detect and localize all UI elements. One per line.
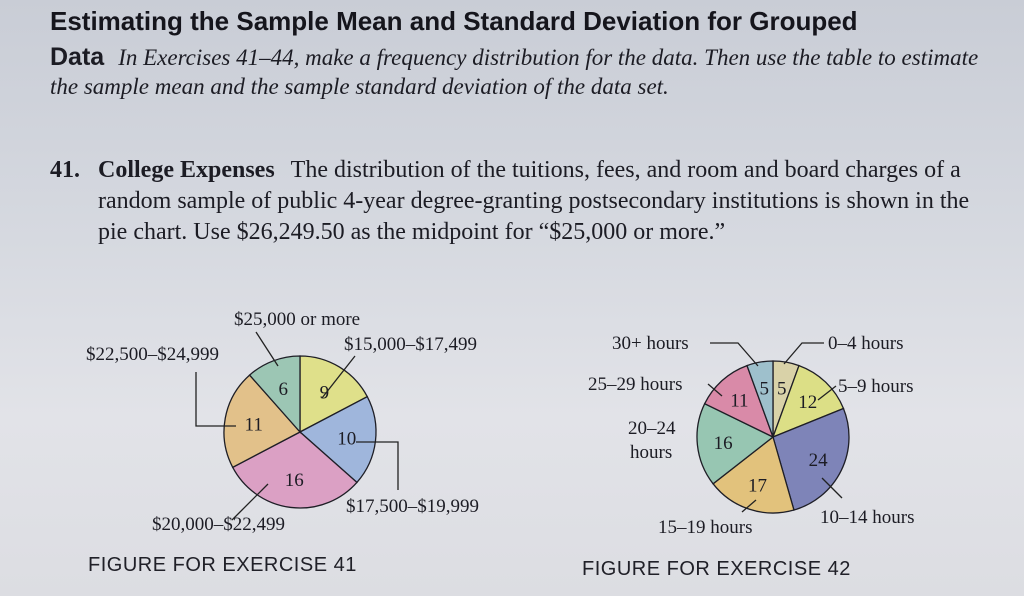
pie1-value-15-000-17-499: 9 — [320, 383, 330, 404]
pie1-value-22-500-24-999: 11 — [245, 415, 263, 436]
pie2-label-5-9-hours: 5–9 hours — [838, 376, 913, 397]
figure-41-caption: FIGURE FOR EXERCISE 41 — [88, 554, 357, 576]
section-heading: Estimating the Sample Mean and Standard … — [50, 6, 858, 36]
pie1-value-25-000-or-more: 6 — [279, 379, 289, 400]
pie2-leader-25-29-hours — [707, 383, 723, 397]
exercise-41: 41. College Expenses The distribution of … — [50, 155, 995, 248]
pie2-label-30-hours: 30+ hours — [612, 333, 689, 354]
pie1-value-20-000-22-499: 16 — [285, 470, 304, 491]
section-heading-lead: Data — [50, 43, 105, 71]
pie2-slice-5-9-hours — [771, 364, 845, 439]
pie1-leader-22-500-24-999 — [195, 372, 236, 427]
pie1-leader-20-000-22-499 — [231, 483, 269, 521]
pie1-label-22-500-24-999: $22,500–$24,999 — [86, 344, 219, 365]
pie2-label-15-19-hours: 15–19 hours — [658, 517, 752, 538]
pie2-slice-15-19-hours — [712, 435, 795, 514]
pie2-slice-10-14-hours — [772, 407, 850, 511]
pie2-label-25-29-hours: 25–29 hours — [588, 374, 682, 395]
pie1-slice-17-500-19-999 — [298, 395, 377, 484]
pie2-leader-5-9-hours — [817, 385, 837, 401]
pie1-label-15-000-17-499: $15,000–$17,499 — [344, 334, 477, 355]
pie2-slice-20-24-hours — [696, 402, 775, 485]
pie1-label-25-000-or-more: $25,000 or more — [234, 309, 360, 330]
pie1-slice-22-500-24-999 — [223, 374, 302, 469]
pie2-leader-30-hours — [710, 342, 759, 367]
section-intro: Data In Exercises 41–44, make a frequency… — [50, 43, 995, 101]
pie2-value-5-9-hours: 12 — [798, 392, 817, 413]
pie1-label-17-500-19-999: $17,500–$19,999 — [346, 496, 479, 517]
pie1-leader-17-500-19-999 — [356, 441, 399, 490]
pie2-value-25-29-hours: 11 — [730, 391, 748, 412]
pie1-slice-25-000-or-more — [248, 355, 301, 434]
exercise-title: College Expenses — [98, 157, 275, 183]
pie2-label-0-4-hours: 0–4 hours — [828, 333, 903, 354]
exercise-body: The distribution of the tuitions, fees, … — [98, 157, 970, 245]
figure-42-caption: FIGURE FOR EXERCISE 42 — [582, 558, 851, 580]
pie2-leader-0-4-hours — [783, 342, 824, 365]
pie2-value-0-4-hours: 5 — [777, 379, 787, 400]
pie1-value-17-500-19-999: 10 — [337, 429, 356, 450]
pie2-value-10-14-hours: 24 — [809, 450, 829, 471]
pie2-value-30-hours: 5 — [760, 379, 770, 400]
pie1-slice-15-000-17-499 — [299, 355, 369, 434]
pie1-leader-25-000-or-more — [255, 331, 279, 367]
pie2-slice-25-29-hours — [703, 364, 775, 439]
pie1-label-20-000-22-499: $20,000–$22,499 — [152, 514, 285, 535]
section-intro-text: In Exercises 41–44, make a frequency dis… — [50, 45, 979, 99]
pie2-leader-10-14-hours — [821, 477, 843, 499]
pie2-value-20-24-hours: 16 — [714, 433, 733, 454]
pie2-label-10-14-hours: 10–14 hours — [820, 507, 914, 528]
exercise-number: 41. — [50, 157, 80, 183]
pie2-value-15-19-hours: 17 — [748, 476, 767, 497]
pie1-leader-15-000-17-499 — [321, 355, 356, 399]
pie2-label-20-24-hours: 20–24 hours — [628, 418, 676, 463]
pie2-slice-30-hours — [746, 360, 774, 438]
pie2-leader-15-19-hours — [741, 499, 757, 513]
exercise-text: College Expenses The distribution of the … — [98, 155, 995, 248]
